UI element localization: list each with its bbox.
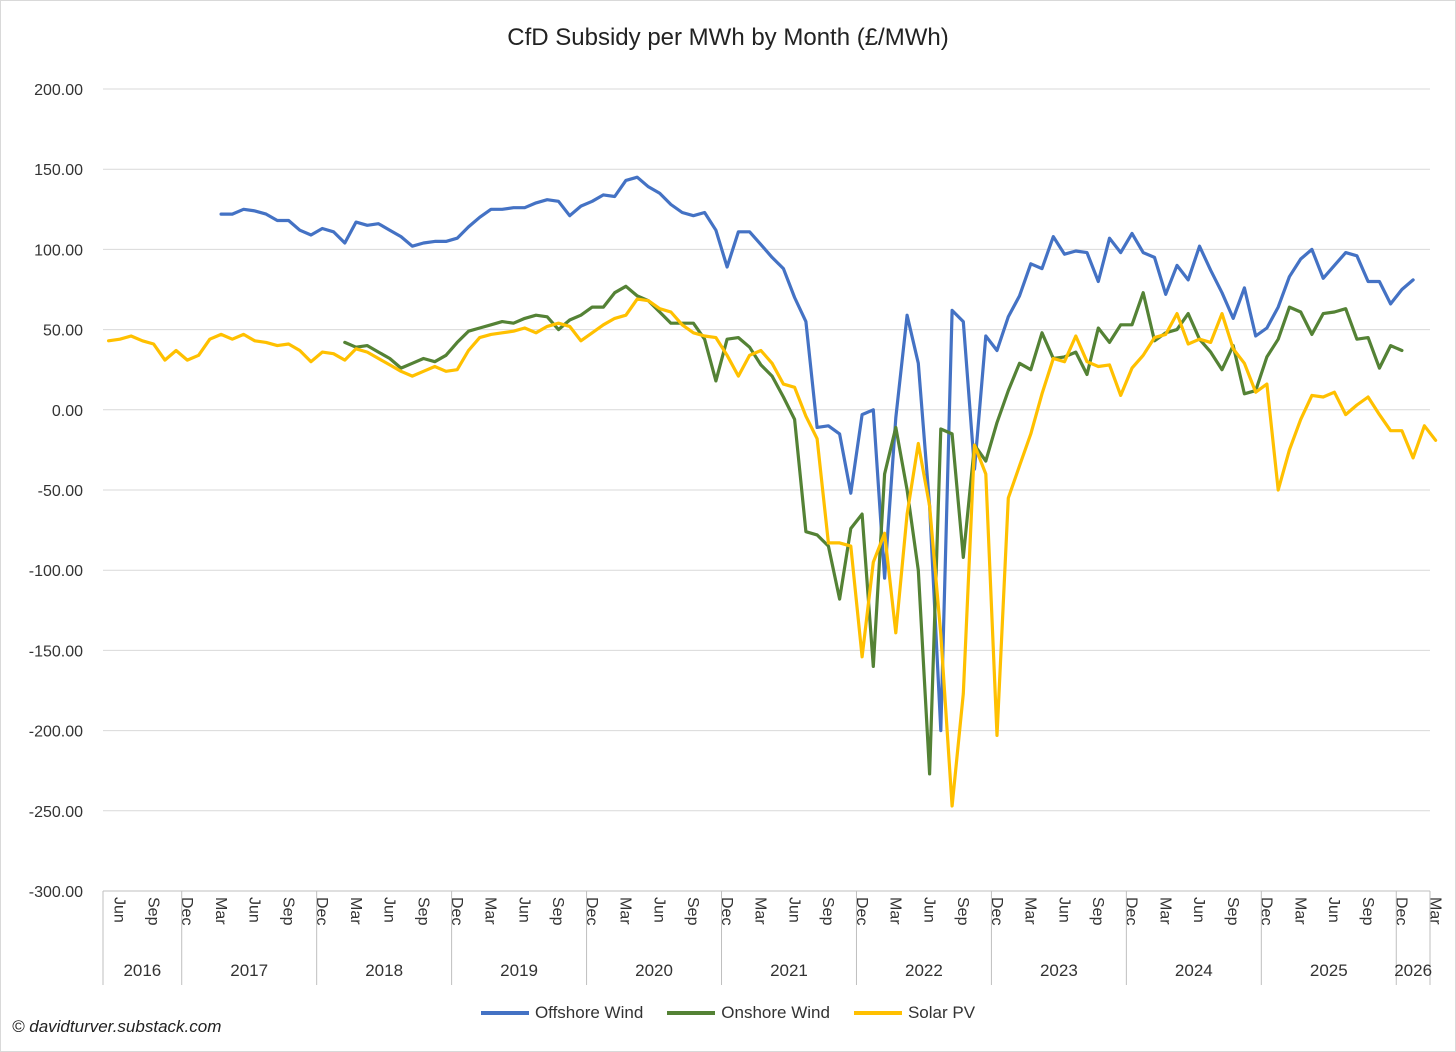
x-month-tick-label: Mar	[752, 897, 769, 925]
legend-swatch-solar	[853, 1011, 902, 1015]
x-month-tick-label: Mar	[482, 897, 499, 925]
legend-swatch-onshore	[667, 1011, 716, 1015]
x-month-tick-label: Sep	[279, 897, 296, 926]
x-year-label: 2017	[230, 961, 268, 980]
x-month-tick-label: Dec	[718, 897, 735, 925]
legend-swatch-offshore	[480, 1011, 529, 1015]
y-tick-label: 200.00	[34, 82, 83, 99]
x-month-tick-label: Mar	[887, 897, 904, 925]
x-month-tick-label: Dec	[178, 897, 195, 925]
y-tick-label: -150.00	[29, 643, 83, 660]
series-line-solar-pv	[106, 297, 1438, 808]
x-month-tick-label: Dec	[1393, 897, 1410, 925]
x-year-label: 2023	[1040, 961, 1078, 980]
legend-label-onshore: Onshore Wind	[721, 1003, 830, 1022]
x-month-tick-label: Mar	[347, 897, 364, 925]
x-year-label: 2026	[1394, 961, 1432, 980]
x-month-tick-label: Sep	[549, 897, 566, 926]
x-year-label: 2021	[770, 961, 808, 980]
x-month-tick-label: Sep	[819, 897, 836, 926]
x-year-label: 2024	[1175, 961, 1213, 980]
y-tick-label: 0.00	[52, 403, 83, 420]
y-tick-label: 50.00	[43, 323, 83, 340]
x-month-tick-label: Mar	[212, 897, 229, 925]
x-year-label: 2019	[500, 961, 538, 980]
x-month-tick-label: Sep	[1359, 897, 1376, 926]
x-month-tick-label: Jun	[920, 897, 937, 923]
x-month-tick-label: Dec	[448, 897, 465, 925]
x-year-label: 2020	[635, 961, 673, 980]
x-month-tick-label: Mar	[1291, 897, 1308, 925]
legend-label-solar: Solar PV	[907, 1003, 976, 1022]
y-tick-label: -250.00	[29, 804, 83, 821]
legend-item-offshore-wind: Offshore Wind	[480, 1003, 644, 1023]
x-month-tick-label: Jun	[381, 897, 398, 923]
x-month-tick-label: Dec	[583, 897, 600, 925]
x-month-tick-label: Jun	[515, 897, 532, 923]
x-month-tick-label: Dec	[988, 897, 1005, 925]
y-tick-label: 100.00	[34, 242, 83, 259]
x-month-tick-label: Mar	[1022, 897, 1039, 925]
x-month-tick-label: Dec	[853, 897, 870, 925]
x-year-label: 2018	[365, 961, 403, 980]
x-month-tick-label: Mar	[617, 897, 634, 925]
x-month-tick-label: Jun	[650, 897, 667, 923]
series-lines	[106, 175, 1438, 808]
chart-title: CfD Subsidy per MWh by Month (£/MWh)	[507, 24, 949, 51]
x-month-tick-label: Sep	[1224, 897, 1241, 926]
y-tick-label: 150.00	[34, 162, 83, 179]
copyright-notice: © davidturver.substack.com	[12, 1017, 222, 1036]
x-month-tick-label: Jun	[1190, 897, 1207, 923]
x-month-tick-label: Jun	[785, 897, 802, 923]
x-month-tick-label: Mar	[1426, 897, 1443, 925]
legend: Offshore Wind Onshore Wind Solar PV	[0, 1003, 1456, 1023]
x-month-tick-label: Jun	[1325, 897, 1342, 923]
x-month-tick-label: Dec	[1258, 897, 1275, 925]
y-tick-label: -200.00	[29, 724, 83, 741]
x-month-tick-label: Sep	[954, 897, 971, 926]
grid-lines	[103, 88, 1430, 892]
y-tick-label: -300.00	[29, 884, 83, 901]
x-month-tick-label: Sep	[1089, 897, 1106, 926]
legend-item-onshore-wind: Onshore Wind	[667, 1003, 830, 1023]
x-month-tick-label: Dec	[313, 897, 330, 925]
legend-item-solar-pv: Solar PV	[853, 1003, 976, 1023]
x-month-tick-label: Dec	[1123, 897, 1140, 925]
series-line-offshore-wind	[219, 175, 1415, 733]
y-tick-label: -100.00	[29, 563, 83, 580]
x-month-tick-label: Jun	[1055, 897, 1072, 923]
x-month-tick-label: Sep	[414, 897, 431, 926]
x-month-tick-label: Sep	[144, 897, 161, 926]
x-year-label: 2025	[1310, 961, 1348, 980]
x-year-label: 2016	[123, 961, 161, 980]
y-axis-tick-labels: 200.00 150.00 100.00 50.00 0.00 -50.00 -100.00…	[29, 82, 83, 901]
x-month-tick-label: Sep	[684, 897, 701, 926]
y-tick-label: -50.00	[38, 483, 83, 500]
series-line-onshore-wind	[343, 284, 1404, 776]
x-year-label: 2022	[905, 961, 943, 980]
x-month-tick-label: Mar	[1156, 897, 1173, 925]
x-axis: Jun Sep Dec Mar Jun Sep Dec Mar Jun Sep Dec Mar Jun S…	[102, 890, 1443, 985]
x-month-tick-label: Jun	[111, 897, 128, 923]
legend-label-offshore: Offshore Wind	[534, 1003, 644, 1022]
x-month-tick-label: Jun	[246, 897, 263, 923]
